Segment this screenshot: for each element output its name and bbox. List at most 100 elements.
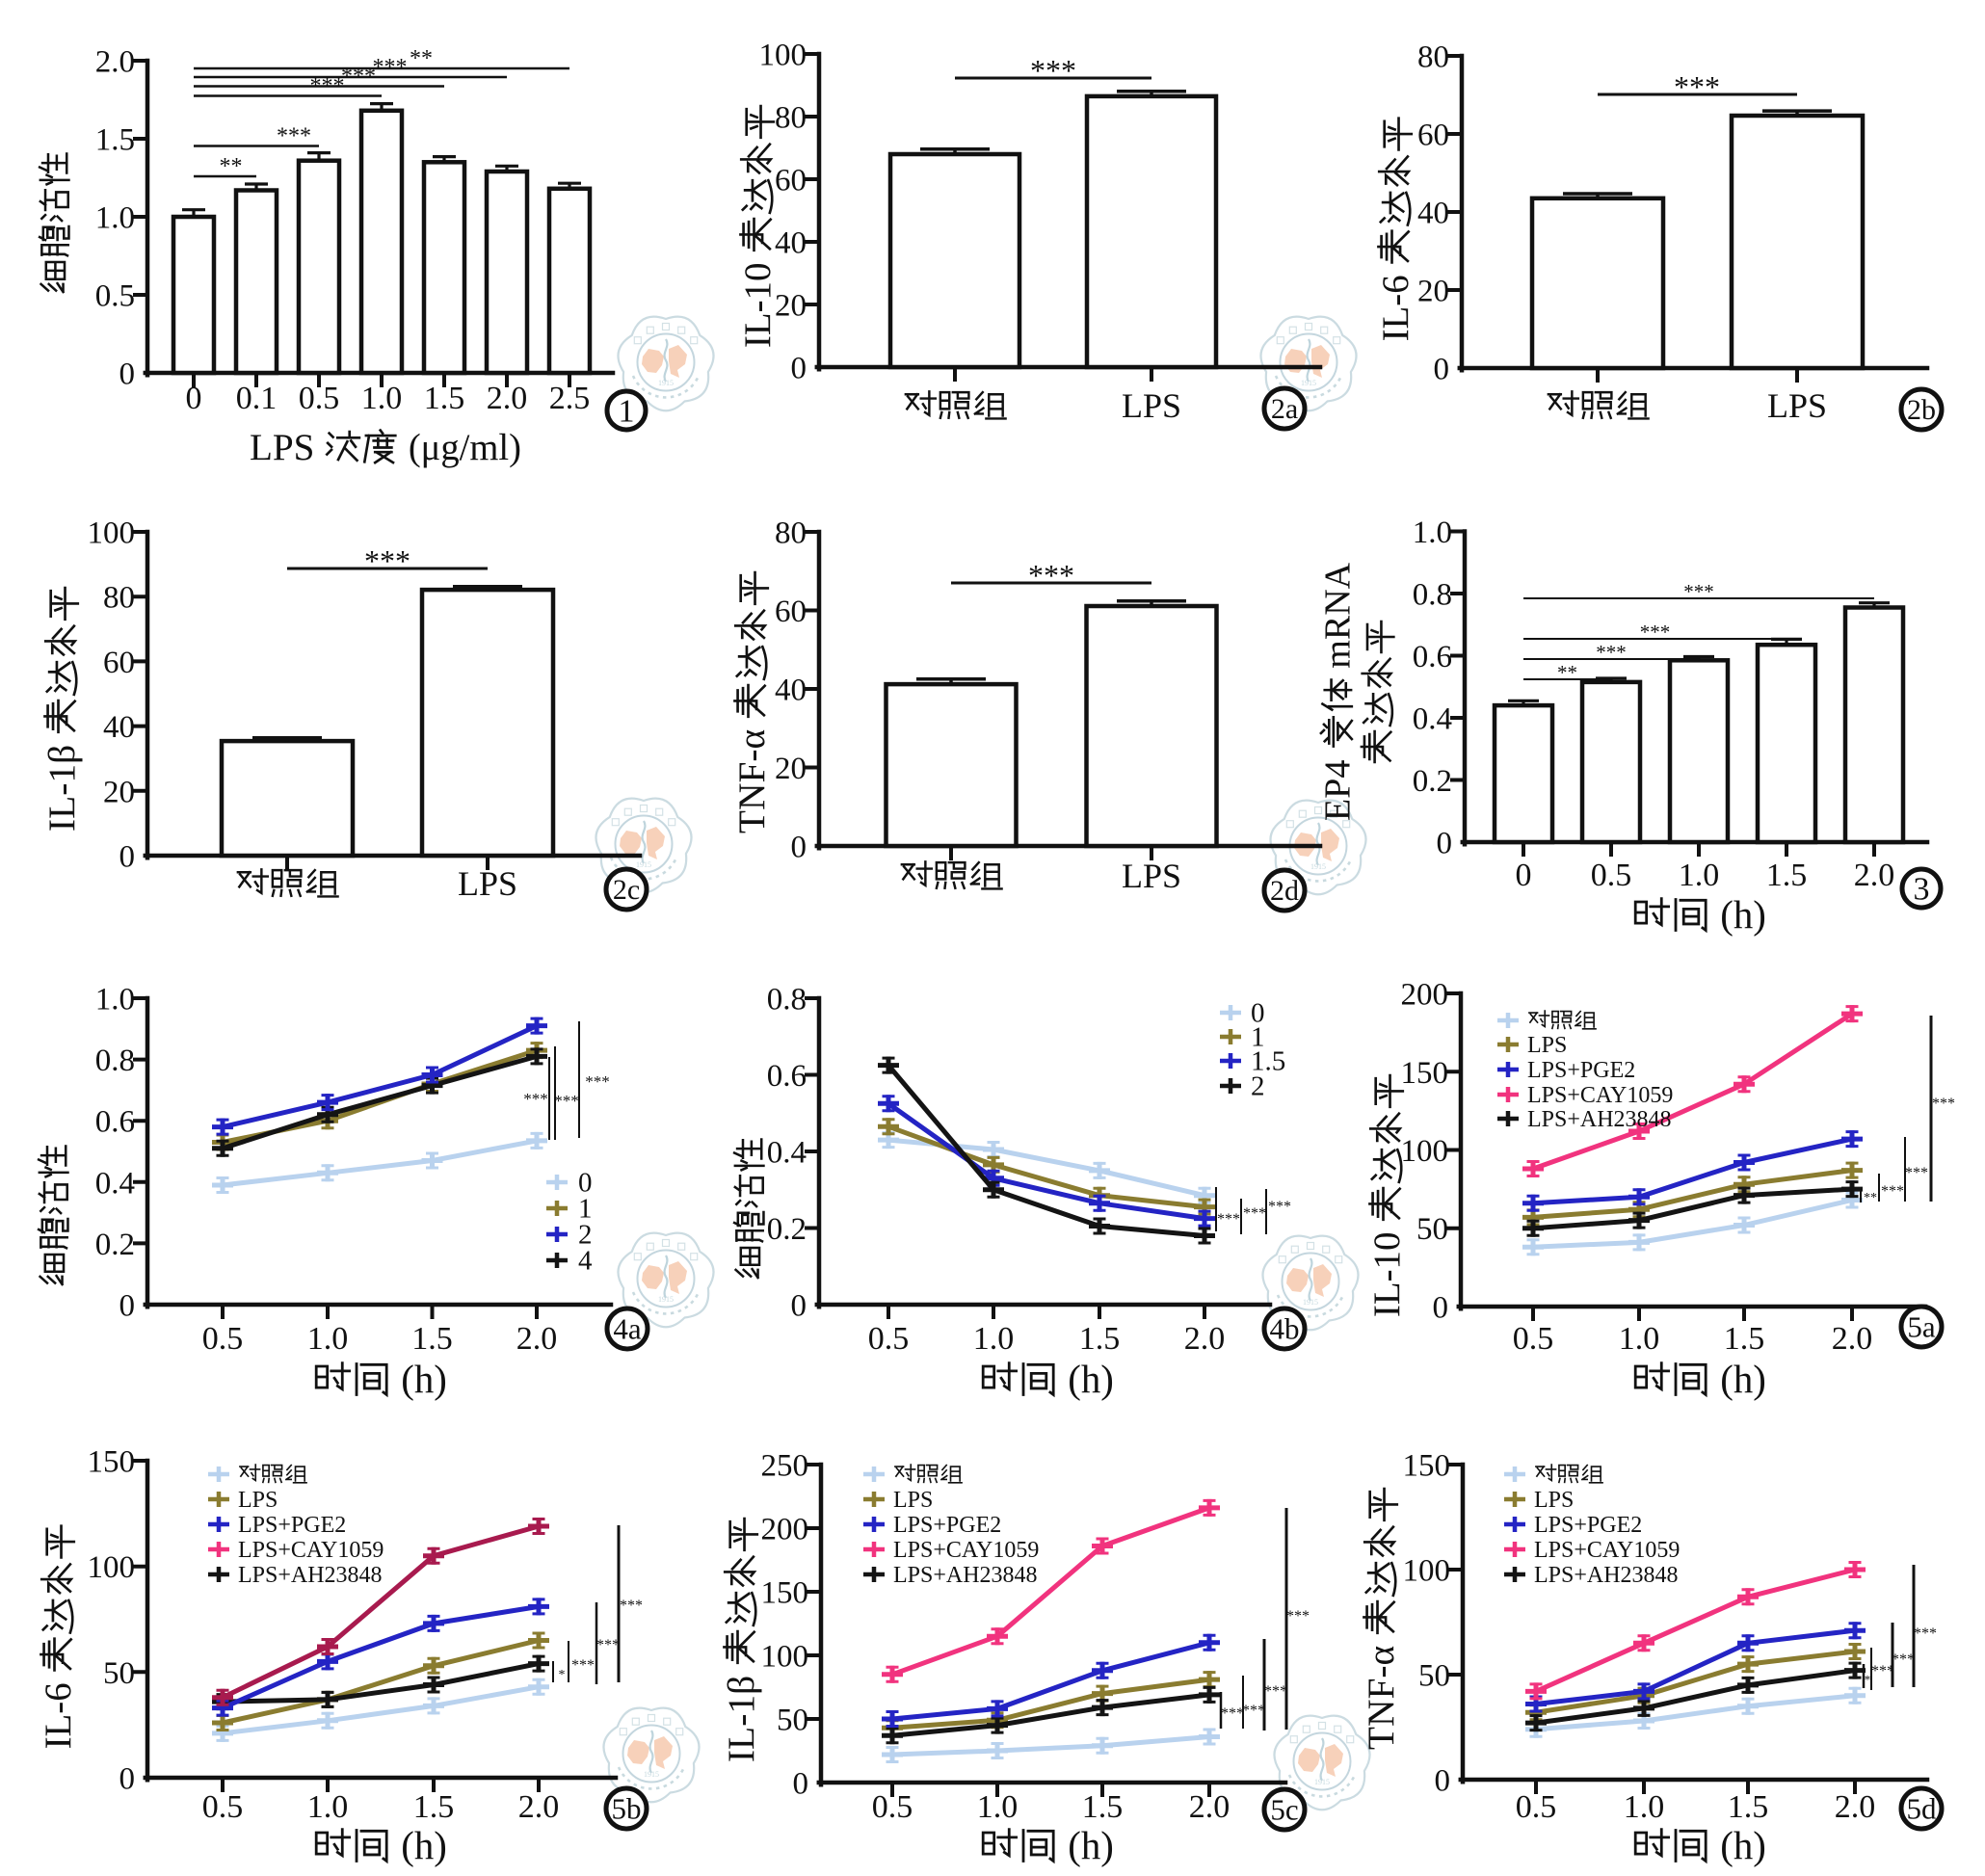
svg-text:0.5: 0.5: [1513, 1321, 1554, 1357]
svg-text:40: 40: [775, 674, 807, 708]
svg-text:80: 80: [775, 101, 807, 136]
svg-text:LPS+PGE2: LPS+PGE2: [1534, 1513, 1642, 1538]
svg-text:2d: 2d: [1270, 875, 1299, 907]
svg-text:2a: 2a: [1271, 393, 1298, 425]
svg-text:LPS: LPS: [1534, 1488, 1574, 1513]
svg-text:1.5: 1.5: [1082, 1789, 1124, 1825]
svg-text:2.0: 2.0: [518, 1789, 560, 1825]
svg-text:EP4: EP4: [1318, 751, 1359, 821]
svg-text:0: 0: [1434, 353, 1450, 387]
svg-text:TNF-α: TNF-α: [731, 720, 773, 833]
svg-text:0: 0: [1251, 998, 1265, 1029]
svg-text:40: 40: [1417, 197, 1449, 231]
svg-text:0: 0: [793, 1767, 809, 1802]
svg-text:100: 100: [759, 39, 807, 73]
svg-text:1.0: 1.0: [1619, 1321, 1660, 1357]
svg-text:LPS: LPS: [1122, 386, 1181, 425]
svg-text:1.0: 1.0: [307, 1321, 349, 1357]
svg-text:IL-6: IL-6: [1375, 266, 1416, 342]
svg-text:0.8: 0.8: [767, 983, 807, 1017]
svg-text:2.0: 2.0: [516, 1321, 558, 1357]
svg-text:0.6: 0.6: [95, 1105, 135, 1140]
svg-text:2b: 2b: [1907, 394, 1936, 426]
svg-text:TNF-α: TNF-α: [1361, 1636, 1402, 1750]
svg-text:0: 0: [578, 1168, 593, 1199]
svg-text:150: 150: [1401, 1056, 1449, 1091]
svg-text:5a: 5a: [1907, 1310, 1936, 1344]
svg-text:***: ***: [1030, 53, 1076, 88]
svg-text:4b: 4b: [1270, 1312, 1300, 1346]
svg-text:(h): (h): [391, 1357, 447, 1401]
svg-text:0.2: 0.2: [767, 1212, 807, 1247]
svg-text:2.0: 2.0: [1854, 858, 1895, 893]
svg-text:1.5: 1.5: [95, 123, 135, 158]
svg-text:***: ***: [554, 1092, 579, 1110]
svg-text:IL-1β: IL-1β: [41, 735, 83, 832]
svg-text:(h): (h): [1058, 1823, 1114, 1867]
svg-text:LPS+PGE2: LPS+PGE2: [238, 1513, 346, 1538]
svg-text:80: 80: [103, 581, 135, 616]
svg-text:0.4: 0.4: [1413, 702, 1452, 737]
svg-text:LPS+AH23848: LPS+AH23848: [238, 1563, 383, 1588]
svg-text:LPS+PGE2: LPS+PGE2: [1527, 1058, 1635, 1083]
svg-text:***: ***: [1028, 558, 1074, 593]
svg-text:LPS: LPS: [1767, 386, 1827, 425]
svg-text:***: ***: [1221, 1705, 1244, 1722]
svg-text:1.0: 1.0: [977, 1789, 1019, 1825]
svg-text:0: 0: [119, 840, 136, 875]
svg-text:2.0: 2.0: [487, 381, 528, 416]
svg-text:***: ***: [277, 124, 311, 149]
svg-text:0: 0: [791, 352, 807, 386]
svg-text:0.5: 0.5: [299, 381, 340, 416]
svg-text:40: 40: [775, 226, 807, 261]
svg-text:0.5: 0.5: [202, 1321, 244, 1357]
svg-text:***: ***: [1286, 1608, 1310, 1625]
svg-text:LPS: LPS: [893, 1488, 933, 1513]
svg-text:1.5: 1.5: [411, 1321, 453, 1357]
svg-text:IL-10: IL-10: [1366, 1223, 1408, 1317]
svg-text:2.0: 2.0: [1835, 1789, 1876, 1825]
svg-text:50: 50: [777, 1704, 808, 1738]
svg-text:LPS+CAY1059: LPS+CAY1059: [238, 1538, 384, 1563]
svg-text:***: ***: [1268, 1199, 1291, 1215]
svg-text:0.5: 0.5: [868, 1321, 910, 1357]
svg-text:1.0: 1.0: [1679, 858, 1720, 893]
svg-text:***: ***: [523, 1090, 548, 1108]
svg-text:LPS: LPS: [1527, 1033, 1567, 1058]
svg-text:20: 20: [103, 775, 135, 809]
svg-text:100: 100: [761, 1640, 809, 1675]
svg-text:0.5: 0.5: [202, 1789, 244, 1825]
svg-text:**: **: [220, 154, 243, 179]
svg-text:***: ***: [596, 1637, 620, 1653]
svg-text:***: ***: [1905, 1165, 1928, 1181]
svg-text:***: ***: [585, 1072, 610, 1091]
svg-text:*: *: [1865, 1672, 1871, 1686]
svg-text:0: 0: [186, 381, 202, 416]
svg-text:2: 2: [578, 1220, 593, 1251]
svg-text:LPS: LPS: [458, 864, 517, 903]
svg-text:1.0: 1.0: [95, 983, 135, 1017]
svg-text:2: 2: [1251, 1071, 1265, 1102]
svg-text:1.0: 1.0: [1624, 1789, 1665, 1825]
svg-text:1.5: 1.5: [1766, 858, 1808, 893]
svg-text:100: 100: [1401, 1134, 1449, 1169]
svg-text:1.0: 1.0: [973, 1321, 1015, 1357]
svg-text:4: 4: [578, 1246, 593, 1277]
svg-text:0.2: 0.2: [95, 1228, 135, 1262]
svg-text:***: ***: [1243, 1205, 1266, 1222]
svg-text:0: 0: [119, 1762, 136, 1797]
svg-text:1: 1: [619, 394, 635, 430]
svg-text:mRNA: mRNA: [1318, 562, 1359, 677]
svg-text:2.5: 2.5: [549, 381, 591, 416]
svg-text:100: 100: [1403, 1554, 1451, 1589]
svg-text:***: ***: [1932, 1096, 1955, 1112]
svg-text:150: 150: [1403, 1449, 1451, 1484]
svg-text:(μg/ml): (μg/ml): [399, 427, 521, 468]
svg-text:0: 0: [1433, 1291, 1449, 1326]
svg-text:***: ***: [1640, 621, 1671, 644]
svg-text:***: ***: [1217, 1211, 1240, 1228]
svg-text:0.4: 0.4: [95, 1166, 135, 1201]
svg-text:4a: 4a: [613, 1312, 642, 1346]
svg-text:20: 20: [775, 289, 807, 324]
svg-text:***: ***: [1871, 1663, 1894, 1679]
